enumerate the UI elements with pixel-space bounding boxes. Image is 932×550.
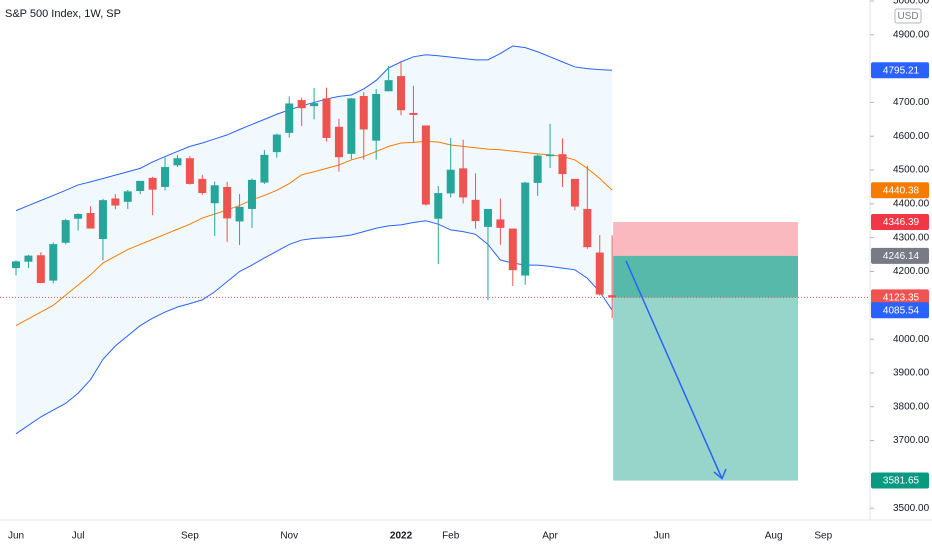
x-tick-label: 2022 bbox=[390, 531, 413, 542]
candle-body bbox=[359, 96, 368, 130]
candle-body bbox=[36, 255, 45, 283]
candle-body bbox=[310, 103, 319, 107]
target-progress bbox=[613, 255, 798, 298]
candle-body bbox=[148, 177, 157, 190]
y-tick-label: 5000.00 bbox=[893, 0, 930, 7]
price-tag-label: 4246.14 bbox=[883, 251, 920, 262]
candle-body bbox=[322, 98, 331, 138]
x-tick-label: Sep bbox=[181, 531, 199, 542]
x-tick-label: Feb bbox=[442, 531, 460, 542]
candle-body bbox=[12, 261, 20, 269]
candle-body bbox=[185, 158, 194, 184]
candle-body bbox=[49, 244, 58, 281]
candle-body bbox=[260, 154, 269, 183]
candle-body bbox=[86, 213, 95, 229]
x-tick-label: Jun bbox=[654, 531, 670, 542]
candle-body bbox=[198, 178, 207, 194]
candle-body bbox=[235, 206, 244, 222]
x-tick-label: Sep bbox=[814, 531, 832, 542]
y-tick-label: 4700.00 bbox=[893, 97, 930, 108]
stop-zone bbox=[613, 222, 798, 256]
price-tag-label: 3581.65 bbox=[883, 476, 920, 487]
candle-body bbox=[347, 98, 356, 154]
y-tick-label: 4600.00 bbox=[893, 131, 930, 142]
candle-body bbox=[583, 208, 592, 248]
y-tick-label: 4300.00 bbox=[893, 232, 930, 243]
x-tick-label: Nov bbox=[280, 531, 298, 542]
candle-body bbox=[74, 214, 83, 219]
candle-body bbox=[421, 125, 430, 205]
price-tag bbox=[871, 302, 929, 319]
price-tag-label: 4346.39 bbox=[883, 217, 920, 228]
candle-body bbox=[595, 252, 604, 295]
candle-body bbox=[334, 126, 343, 158]
candle-body bbox=[297, 100, 306, 109]
y-tick-label: 3500.00 bbox=[893, 503, 930, 514]
x-tick-label: Aug bbox=[765, 531, 783, 542]
candle-body bbox=[98, 200, 107, 240]
candle-body bbox=[496, 219, 505, 228]
y-tick-label: 4000.00 bbox=[893, 334, 930, 345]
candle-body bbox=[285, 103, 294, 133]
y-tick-label: 4400.00 bbox=[893, 199, 930, 210]
candle-body bbox=[508, 228, 517, 271]
price-tag bbox=[871, 289, 929, 306]
candle-body bbox=[483, 208, 492, 227]
candle-body bbox=[61, 220, 70, 243]
candle-body bbox=[409, 112, 418, 115]
y-tick-label: 4200.00 bbox=[893, 266, 930, 277]
plot bbox=[0, 45, 870, 481]
x-tick-label: Jul bbox=[72, 531, 85, 542]
candle-body bbox=[608, 295, 617, 298]
candle-body bbox=[161, 167, 170, 187]
y-tick-label: 3700.00 bbox=[893, 435, 930, 446]
y-tick-label: 3900.00 bbox=[893, 368, 930, 379]
candle-body bbox=[136, 180, 145, 192]
candle-body bbox=[247, 179, 256, 209]
price-tag-label: 4440.38 bbox=[883, 185, 920, 196]
candle-body bbox=[372, 93, 381, 141]
y-tick-label: 3800.00 bbox=[893, 401, 930, 412]
candle-body bbox=[434, 193, 443, 219]
arrow bbox=[625, 260, 723, 479]
price-tag bbox=[871, 182, 929, 199]
candle-body bbox=[384, 80, 393, 92]
y-tick-label: 4900.00 bbox=[893, 29, 930, 40]
candle-body bbox=[533, 155, 542, 183]
candle-body bbox=[210, 185, 219, 204]
candle-body bbox=[123, 191, 132, 202]
candle-body bbox=[546, 154, 555, 157]
price-tag-label: 4795.21 bbox=[883, 65, 920, 76]
currency-box bbox=[894, 8, 922, 24]
band-line bbox=[15, 140, 613, 327]
price-tag-label: 4085.54 bbox=[883, 305, 920, 316]
candle-body bbox=[471, 199, 480, 222]
candle-body bbox=[446, 169, 455, 194]
candle-body bbox=[558, 154, 567, 175]
price-tag-label: 4123.35 bbox=[883, 293, 920, 304]
candle-body bbox=[173, 158, 182, 166]
y-tick-label: 4500.00 bbox=[893, 165, 930, 176]
candle-body bbox=[459, 168, 468, 198]
price-tag bbox=[871, 472, 929, 489]
x-tick-label: Jun bbox=[8, 531, 24, 542]
candle-body bbox=[521, 182, 530, 276]
candle-body bbox=[24, 255, 33, 262]
x-tick-label: Apr bbox=[542, 531, 558, 542]
candle-body bbox=[397, 76, 406, 111]
candle-body bbox=[223, 186, 232, 219]
candle-body bbox=[570, 178, 579, 207]
candle-body bbox=[111, 198, 120, 206]
price-tag bbox=[871, 247, 929, 264]
price-tag bbox=[871, 214, 929, 231]
candle-body bbox=[272, 134, 281, 153]
chart-title: S&P 500 Index, 1W, SP bbox=[5, 8, 121, 20]
arrow-head bbox=[713, 468, 727, 480]
price-tag bbox=[871, 62, 929, 79]
currency: USD bbox=[897, 11, 918, 22]
